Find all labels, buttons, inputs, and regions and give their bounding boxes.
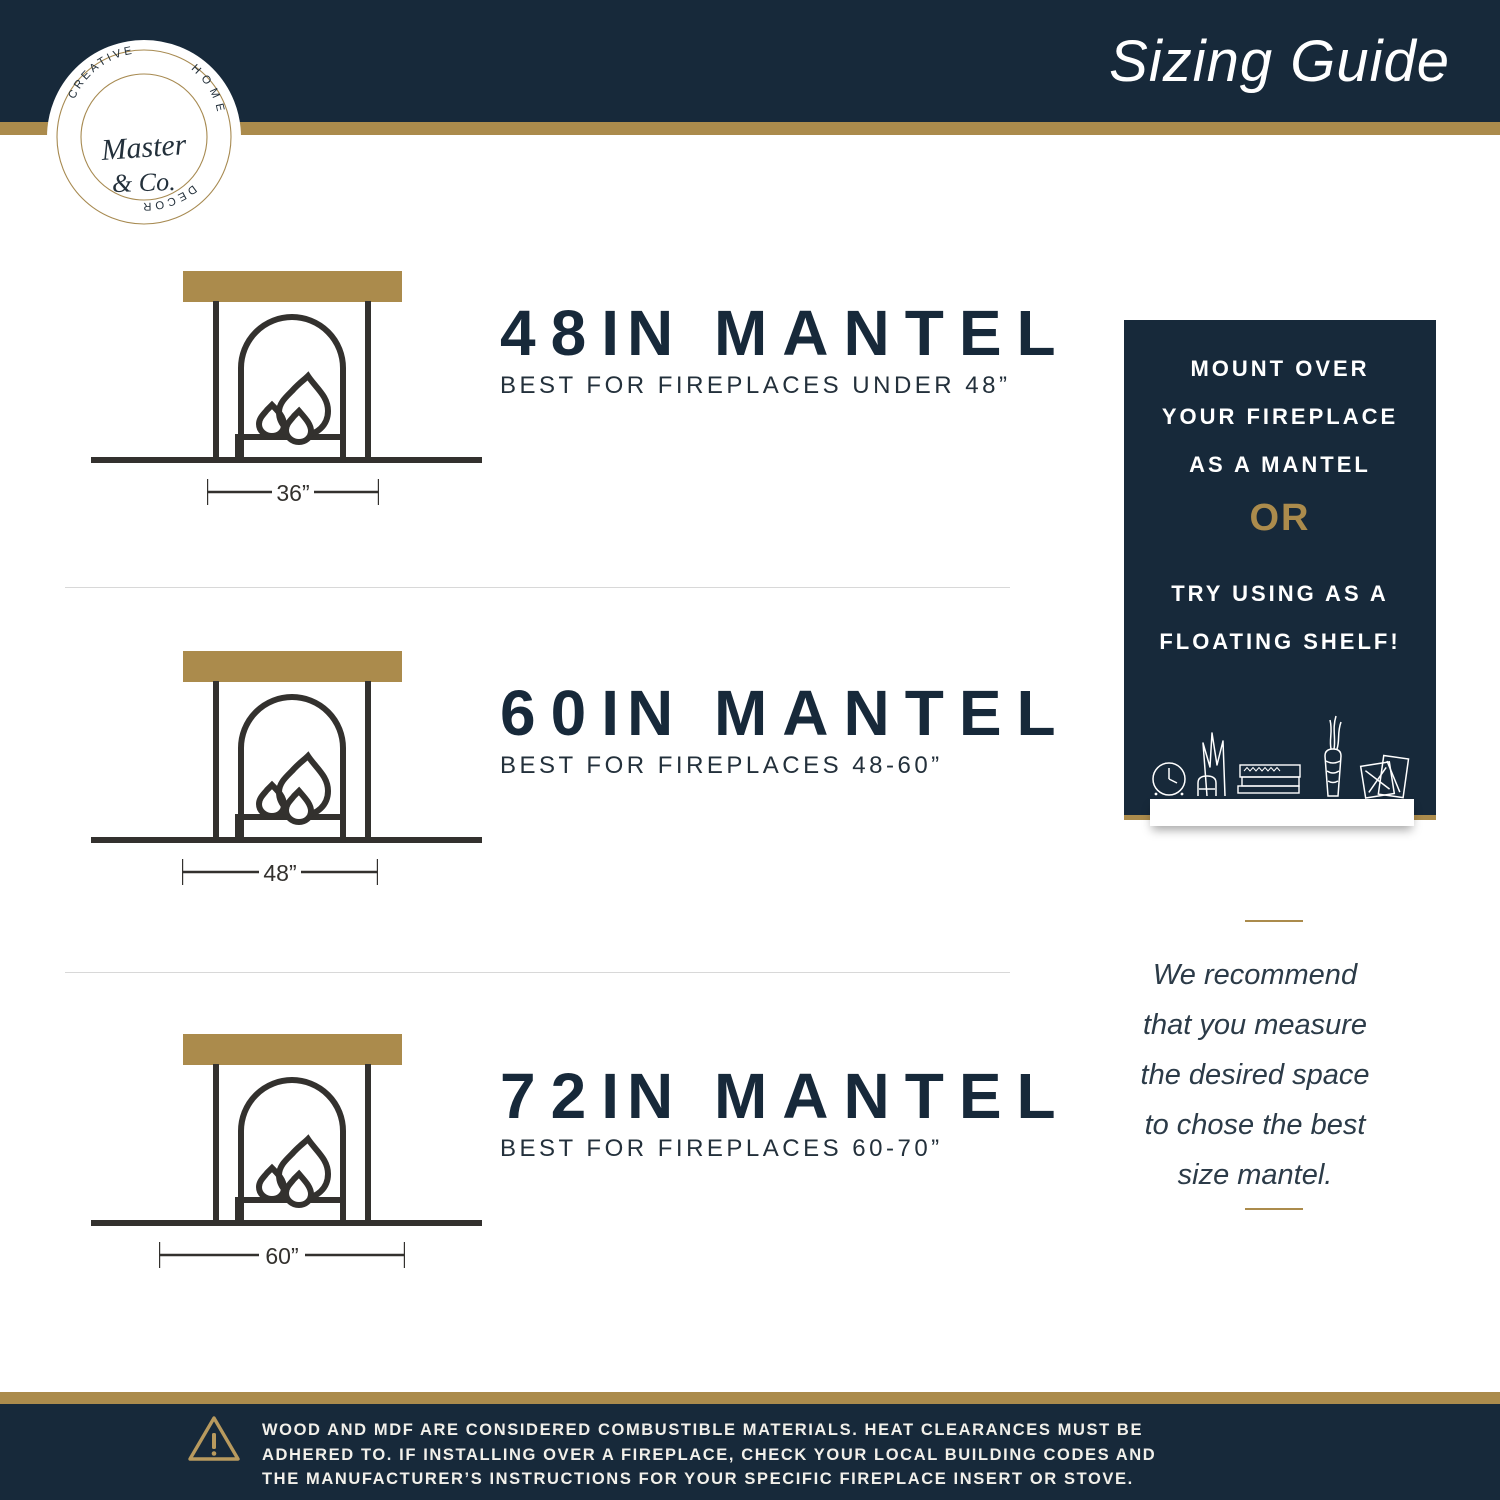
svg-text:& Co.: & Co.: [111, 167, 176, 198]
svg-text:Master: Master: [99, 128, 187, 167]
